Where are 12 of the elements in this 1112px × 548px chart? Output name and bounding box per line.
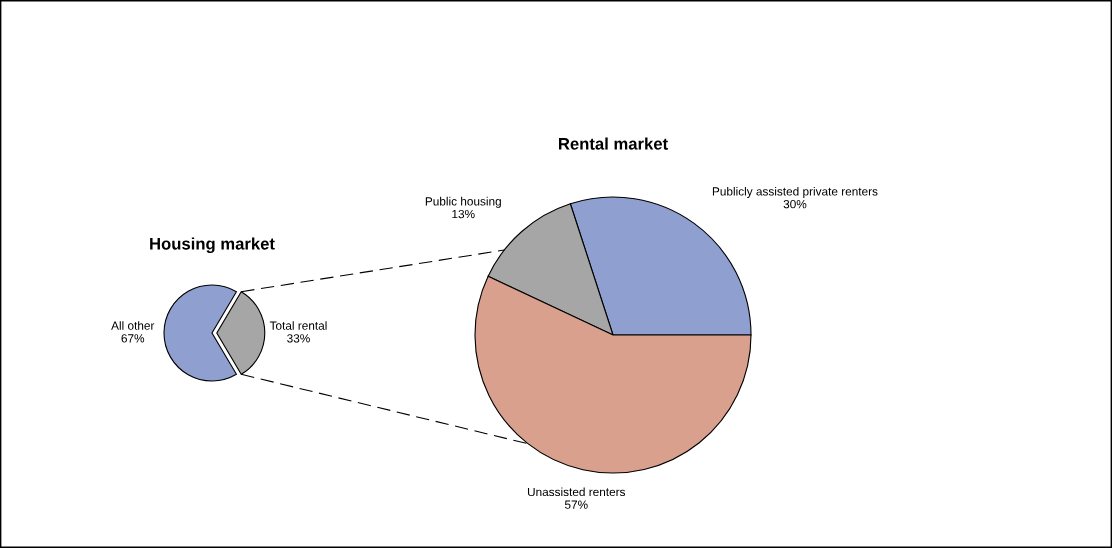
slice-label: Public housing <box>425 196 501 208</box>
slice-label: Total rental <box>269 321 327 330</box>
data-label: 30% <box>783 199 807 209</box>
slice-label: Unassisted renters <box>527 487 626 497</box>
data-label: 33% <box>287 334 310 343</box>
data-label: 67% <box>121 334 145 343</box>
slice-label: Publicly assisted private renters <box>712 186 878 198</box>
chart-title: Housing market <box>150 237 275 253</box>
data-label: 57% <box>564 500 588 509</box>
data-label: 13% <box>452 209 475 219</box>
slice-label: All other <box>111 321 155 330</box>
chart-title: Rental market <box>559 137 668 150</box>
